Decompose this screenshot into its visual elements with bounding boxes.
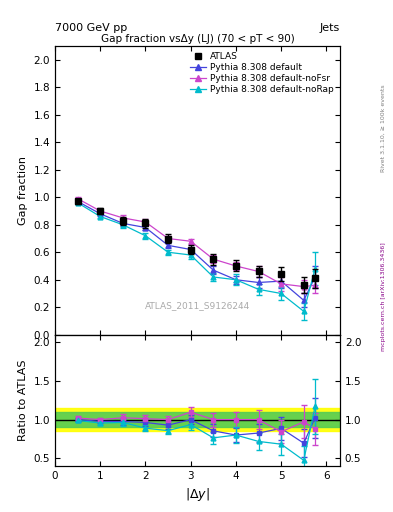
- Text: Rivet 3.1.10, ≥ 100k events: Rivet 3.1.10, ≥ 100k events: [381, 84, 386, 172]
- Text: ATLAS_2011_S9126244: ATLAS_2011_S9126244: [145, 302, 250, 310]
- Title: Gap fraction vsΔy (LJ) (70 < pT < 90): Gap fraction vsΔy (LJ) (70 < pT < 90): [101, 34, 294, 44]
- Y-axis label: Ratio to ATLAS: Ratio to ATLAS: [18, 359, 28, 441]
- Bar: [55, 412, 340, 428]
- Text: Jets: Jets: [320, 23, 340, 33]
- Text: 7000 GeV pp: 7000 GeV pp: [55, 23, 127, 33]
- Y-axis label: Gap fraction: Gap fraction: [18, 156, 28, 225]
- Bar: [55, 408, 340, 431]
- Text: mcplots.cern.ch [arXiv:1306.3436]: mcplots.cern.ch [arXiv:1306.3436]: [381, 243, 386, 351]
- Legend: ATLAS, Pythia 8.308 default, Pythia 8.308 default-noFsr, Pythia 8.308 default-no: ATLAS, Pythia 8.308 default, Pythia 8.30…: [186, 49, 337, 97]
- X-axis label: $|\Delta y|$: $|\Delta y|$: [185, 486, 210, 503]
